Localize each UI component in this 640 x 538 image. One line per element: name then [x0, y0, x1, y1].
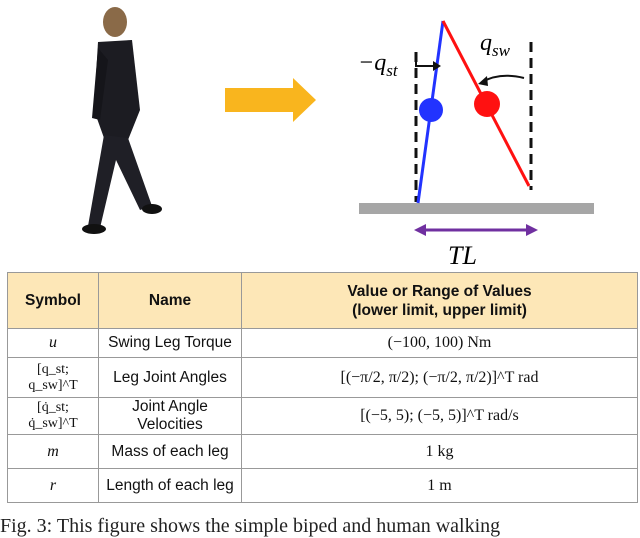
cell-name: Leg Joint Angles [98, 357, 242, 398]
header-name: Name [98, 272, 242, 329]
stance-angle-arrow [415, 58, 437, 67]
parameter-table: Symbol Name Value or Range of Values (low… [7, 272, 638, 503]
cell-name: Mass of each leg [98, 434, 242, 469]
step-length-label: TL [448, 241, 477, 270]
cell-value: [(−5, 5); (−5, 5)]^T rad/s [241, 397, 638, 435]
ground [359, 203, 594, 214]
table-row: r Length of each leg 1 m [7, 468, 638, 503]
swing-angle-label: qsw [480, 30, 511, 60]
swing-mass [474, 91, 500, 117]
cell-value: [(−π/2, π/2); (−π/2, π/2)]^T rad [241, 357, 638, 398]
header-symbol: Symbol [7, 272, 99, 329]
header-value: Value or Range of Values (lower limit, up… [241, 272, 638, 329]
table-row: [q_st; q_sw]^T Leg Joint Angles [(−π/2, … [7, 357, 638, 398]
cell-value: (−100, 100) Nm [241, 328, 638, 358]
stance-mass [419, 98, 443, 122]
figure-caption: Fig. 3: This figure shows the simple bip… [0, 515, 501, 537]
table-row: m Mass of each leg 1 kg [7, 434, 638, 469]
cell-symbol: m [7, 434, 99, 469]
cell-symbol: r [7, 468, 99, 503]
arrow-right-icon [225, 78, 316, 122]
cell-name: Swing Leg Torque [98, 328, 242, 358]
cell-value: 1 m [241, 468, 638, 503]
table-header-row: Symbol Name Value or Range of Values (low… [7, 272, 638, 329]
cell-name: Joint Angle Velocities [98, 397, 242, 435]
cell-symbol: u [7, 328, 99, 358]
cell-value: 1 kg [241, 434, 638, 469]
swing-angle-arrow [481, 74, 525, 83]
cell-symbol: [q̇_st; q̇_sw]^T [7, 397, 99, 435]
walking-person-image [82, 7, 162, 234]
table-row: u Swing Leg Torque (−100, 100) Nm [7, 328, 638, 358]
cell-symbol: [q_st; q_sw]^T [7, 357, 99, 398]
table-row: [q̇_st; q̇_sw]^T Joint Angle Velocities … [7, 397, 638, 435]
figure: −qst qsw TL [82, 7, 594, 270]
cell-name: Length of each leg [98, 468, 242, 503]
stance-angle-label: −qst [358, 50, 399, 80]
